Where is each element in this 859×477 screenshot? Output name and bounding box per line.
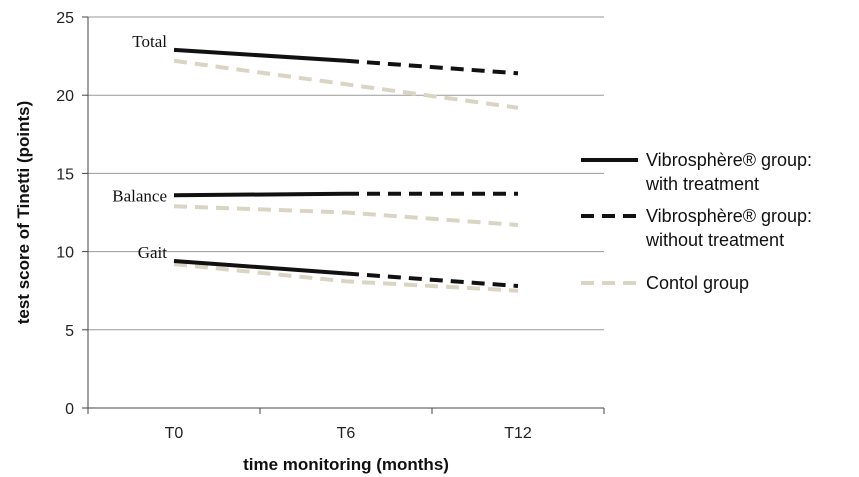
series-line-gait-0 xyxy=(173,258,347,276)
x-tick-label-T12: T12 xyxy=(504,425,532,442)
y-tick-labels: 0 5 10 15 20 25 xyxy=(56,10,74,418)
x-axis-title: time monitoring (months) xyxy=(243,455,449,474)
series-line-total-1 xyxy=(345,58,519,76)
x-tick-label-T6: T6 xyxy=(337,425,356,442)
x-tick-label-T0: T0 xyxy=(165,425,184,442)
legend: Vibrosphère® group: with treatment Vibrosp… xyxy=(581,150,812,293)
series-lines xyxy=(173,47,519,293)
series-line-balance-0 xyxy=(173,191,347,198)
gridlines xyxy=(88,16,604,331)
legend-label-0-line1: Vibrosphère® group: xyxy=(646,150,812,170)
y-tick-label-0: 0 xyxy=(65,401,74,418)
y-tick-label-25: 25 xyxy=(56,10,74,27)
legend-label-1-line2: without treatment xyxy=(645,230,784,250)
annotation-balance: Balance xyxy=(112,186,167,205)
y-tick-label-15: 15 xyxy=(56,166,74,183)
y-axis-title: test score of Tinetti (points) xyxy=(14,101,33,325)
x-tick-labels: T0 T6 T12 xyxy=(165,425,532,442)
group-annotations: Total Balance Gait xyxy=(112,32,167,262)
y-tick-label-20: 20 xyxy=(56,88,74,105)
legend-label-2-line1: Contol group xyxy=(646,273,749,293)
annotation-total: Total xyxy=(132,32,167,51)
series-line-gait-1 xyxy=(345,271,519,289)
annotation-gait: Gait xyxy=(138,243,168,262)
axes xyxy=(82,16,605,414)
series-line-total-0 xyxy=(173,47,347,63)
y-tick-label-5: 5 xyxy=(65,323,74,340)
series-line-total-2 xyxy=(173,58,519,110)
series-line-balance-2 xyxy=(173,204,519,228)
legend-label-0-line2: with treatment xyxy=(645,174,759,194)
legend-label-1-line1: Vibrosphère® group: xyxy=(646,206,812,226)
y-tick-label-10: 10 xyxy=(56,245,74,262)
series-line-gait-2 xyxy=(173,262,519,293)
